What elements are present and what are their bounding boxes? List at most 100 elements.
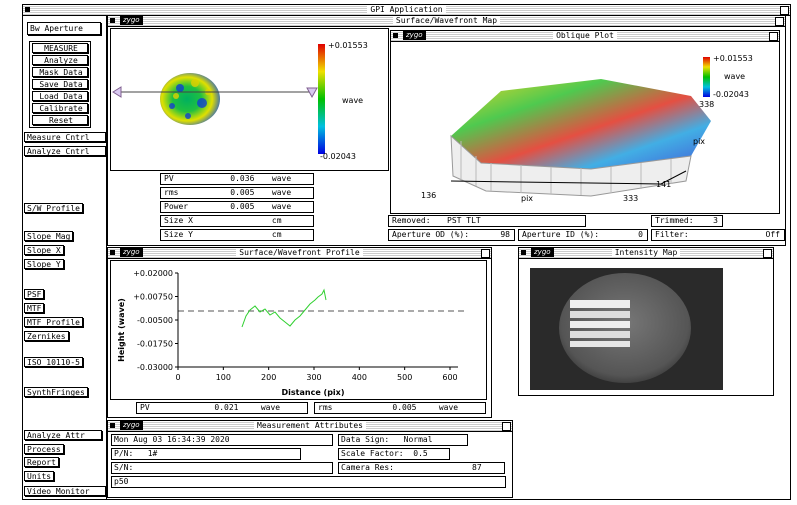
y-axis-bottom: 141 — [656, 180, 671, 189]
stat-row: Power 0.005 wave — [160, 201, 314, 213]
button[interactable]: Units — [24, 471, 55, 481]
x-tick-label: 400 — [352, 373, 367, 382]
button[interactable]: S/W Profile — [24, 203, 83, 213]
surface-map-plot: +0.01553 wave -0.02043 — [110, 28, 389, 171]
profile-marker — [112, 86, 122, 98]
window-title: Surface/Wavefront Map — [392, 16, 501, 25]
button[interactable]: Calibrate — [32, 103, 88, 113]
field-value: 98 — [500, 230, 510, 239]
colorbar-min: -0.02043 — [713, 90, 749, 99]
colorbar — [318, 44, 325, 154]
field-value: 3 — [713, 216, 718, 225]
camera-label: Camera Res: — [341, 463, 394, 472]
field-label: Filter: — [655, 230, 689, 239]
x-tick-label: 0 — [175, 373, 180, 382]
logo: zygo — [120, 248, 143, 257]
x-tick-label: 300 — [306, 373, 321, 382]
button[interactable]: Mask Data — [32, 67, 88, 77]
button[interactable]: Zernikes — [24, 331, 69, 341]
stat-row: Size X cm — [160, 215, 314, 227]
oblique-axes — [450, 170, 687, 185]
button[interactable]: Bw Aperture — [27, 22, 101, 35]
button[interactable]: Save Data — [32, 79, 88, 89]
title-bar: zygo Surface/Wavefront Profile — [108, 248, 491, 259]
pn-value: 1# — [147, 449, 158, 458]
stat-unit: wave — [438, 403, 459, 412]
button[interactable]: Analyze — [32, 55, 88, 65]
data-sign-label: Data Sign: — [341, 435, 390, 444]
button[interactable]: Reset — [32, 115, 88, 125]
colorbar-unit: wave — [342, 96, 363, 105]
stat-row: PV 0.021 wave — [136, 402, 308, 414]
button[interactable]: Analyze Attr — [24, 430, 102, 440]
y-axis-label: pix — [693, 137, 705, 146]
field-label: Trimmed: — [655, 216, 694, 225]
stat-label: rms — [318, 403, 333, 412]
stat-value: 0.005 — [230, 188, 255, 197]
surface-map — [160, 73, 220, 125]
plot-frame — [110, 260, 487, 400]
button[interactable]: Load Data — [32, 91, 88, 101]
button[interactable]: Slope Mag — [24, 231, 74, 241]
camera-value: 87 — [472, 463, 482, 472]
oblique-surface — [451, 79, 711, 169]
stat-unit: wave — [260, 403, 281, 412]
stat-unit: wave — [271, 174, 292, 183]
field: Aperture ID (%): 0 — [518, 229, 648, 241]
field-value: PST TLT — [447, 216, 481, 225]
field: Aperture OD (%): 98 — [388, 229, 515, 241]
window-title: Surface/Wavefront Profile — [236, 248, 363, 257]
y-tick-label: -0.01750 — [137, 340, 173, 349]
stat-unit: wave — [271, 202, 292, 211]
stat-label: Size Y — [164, 230, 193, 239]
y-tick-label: +0.00750 — [133, 293, 173, 302]
button-group — [29, 41, 91, 128]
x-axis-right: 333 — [623, 194, 638, 203]
stat-row: rms 0.005 wave — [160, 187, 314, 199]
logo: zygo — [120, 16, 143, 25]
button[interactable]: Process — [24, 444, 64, 454]
x-tick-label: 200 — [261, 373, 276, 382]
profile-plot: Height (wave) Distance (pix) +0.02000 +0.… — [110, 260, 487, 400]
button[interactable]: ISO 10110-5 — [24, 357, 83, 367]
pn-field: P/N: 1# — [111, 448, 301, 460]
button[interactable]: Slope X — [24, 245, 64, 255]
button[interactable]: MTF Profile — [24, 317, 83, 327]
y-tick-label: -0.00500 — [137, 316, 173, 325]
window-title: Intensity Map — [611, 248, 681, 257]
date: Mon Aug 03 16:34:39 2020 — [114, 435, 230, 444]
stat-label: PV — [140, 403, 150, 412]
logo: zygo — [531, 248, 554, 257]
field-value: Off — [765, 230, 780, 239]
x-axis-label: Distance (pix) — [282, 388, 345, 397]
intensity-image — [530, 268, 723, 390]
button[interactable]: MTF — [24, 303, 45, 313]
window-title: GPI Application — [367, 5, 446, 14]
button[interactable]: PSF — [24, 289, 45, 299]
fringes — [570, 300, 630, 347]
button[interactable]: SynthFringes — [24, 387, 88, 397]
y-tick-label: -0.03000 — [137, 363, 173, 372]
stat-unit: cm — [271, 216, 282, 225]
map-texture — [169, 84, 207, 119]
field-value: 0 — [638, 230, 643, 239]
field: Filter: Off — [651, 229, 785, 241]
stat-row: rms 0.005 wave — [314, 402, 486, 414]
stat-row: Size Y cm — [160, 229, 314, 241]
colorbar-min: -0.02043 — [320, 152, 356, 161]
button[interactable]: Video Monitor — [24, 486, 106, 496]
camera-field: Camera Res: 87 — [338, 462, 505, 474]
button[interactable]: Report — [24, 457, 59, 467]
stat-label: rms — [164, 188, 179, 197]
button[interactable]: Measure Cntrl — [24, 132, 106, 142]
button[interactable]: Analyze Cntrl — [24, 146, 106, 156]
data-sign-field: Data Sign: Normal — [338, 434, 468, 446]
scale-value: 0.5 — [413, 449, 428, 458]
colorbar-unit: wave — [724, 72, 745, 81]
button[interactable]: MEASURE — [32, 43, 88, 53]
field-label: Aperture OD (%): — [392, 230, 470, 239]
button[interactable]: Slope Y — [24, 259, 64, 269]
plot-frame — [110, 28, 389, 171]
stat-value: 0.021 — [214, 403, 239, 412]
